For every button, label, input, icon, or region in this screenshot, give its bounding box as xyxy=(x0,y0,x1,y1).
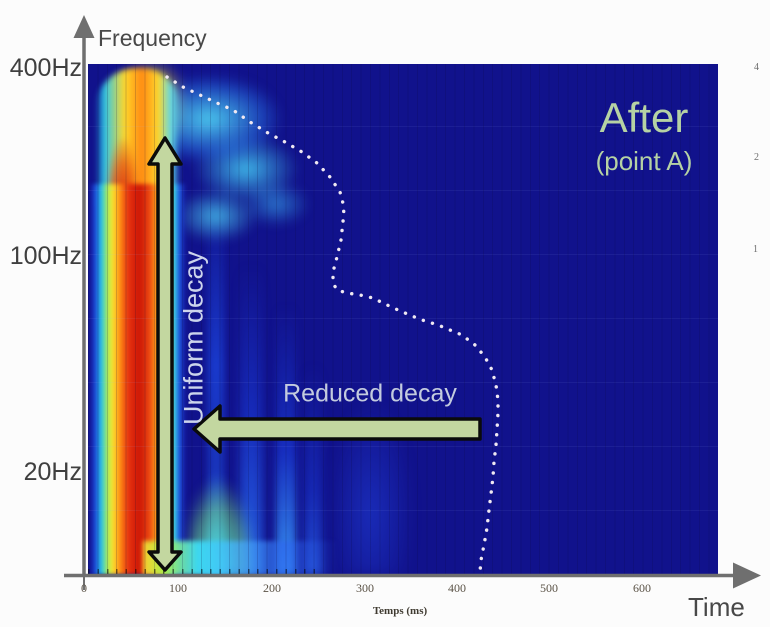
right-tick-1: 1 xyxy=(753,244,758,255)
figure-title: After xyxy=(599,94,689,141)
y-tick-100hz: 100Hz xyxy=(9,242,82,270)
x-axis-arrowhead-icon xyxy=(733,562,761,589)
x-tick-200: 200 xyxy=(263,581,281,595)
uniform-decay-label: Uniform decay xyxy=(178,250,209,426)
y-tick-400hz: 400Hz xyxy=(9,54,82,82)
x-tick-300: 300 xyxy=(356,581,374,595)
x-tick-100: 100 xyxy=(169,581,187,595)
x-axis-caption: Temps (ms) xyxy=(372,605,428,617)
plot-minor-ticks xyxy=(88,569,323,575)
y-tick-20hz: 20Hz xyxy=(23,458,82,486)
y-axis-arrowhead-icon xyxy=(73,15,95,38)
x-tick-600: 600 xyxy=(633,581,651,595)
x-tick-500: 500 xyxy=(540,581,558,595)
x-tick-0: 0 xyxy=(81,581,87,595)
x-tick-400: 400 xyxy=(448,581,466,595)
x-axis-title: Time xyxy=(688,592,745,622)
reduced-decay-label: Reduced decay xyxy=(283,379,457,408)
right-tick-4: 4 xyxy=(754,62,759,73)
y-axis-title: Frequency xyxy=(98,25,207,51)
right-tick-2: 2 xyxy=(754,152,759,163)
figure-subtitle: (point A) xyxy=(595,146,693,176)
